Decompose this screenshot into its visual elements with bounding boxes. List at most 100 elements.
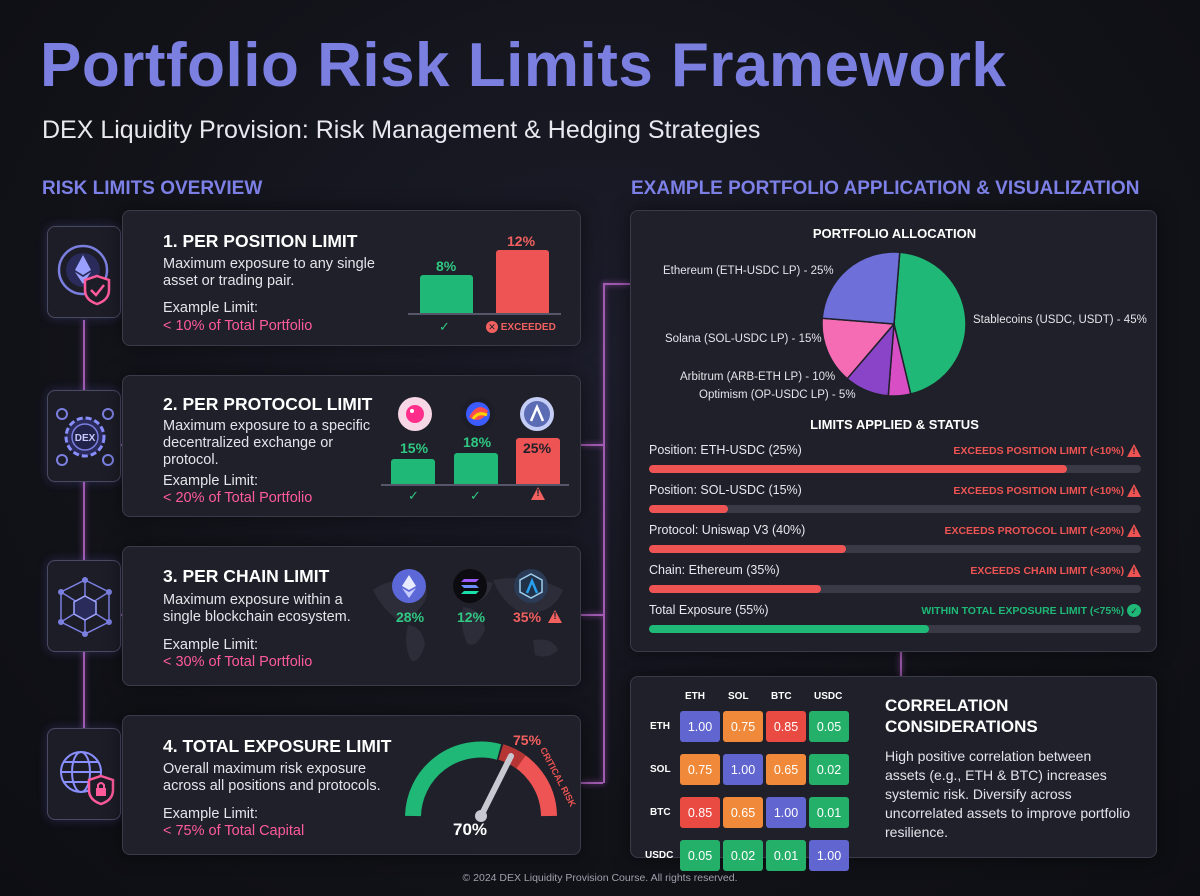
connector-r4 [581, 782, 603, 784]
matrix-cell: 0.05 [809, 711, 849, 742]
matrix-cell: 0.01 [809, 797, 849, 828]
matrix-row-header: BTC [650, 807, 671, 818]
chain-value: 35% [513, 609, 542, 625]
correlation-title: CORRELATION CONSIDERATIONS [885, 695, 1038, 737]
status-label: Total Exposure (55%) [649, 603, 769, 617]
status-bar-track [649, 545, 1141, 553]
matrix-cell: 0.01 [766, 840, 806, 871]
exceeded-badge: ✕ EXCEEDED [486, 321, 556, 333]
status-bar-fill [649, 625, 930, 633]
correlation-panel: ETH ETH SOL SOL BTC BTC USDC USDC 1.00 0.75 0.85 0.… [630, 676, 1157, 871]
matrix-cell: 0.85 [680, 797, 720, 828]
correlation-title-line1: CORRELATION [885, 696, 1009, 715]
matrix-cell: 0.65 [766, 754, 806, 785]
bar-value: 18% [463, 434, 492, 450]
matrix-row-header: ETH [650, 721, 670, 732]
status-label: Protocol: Uniswap V3 (40%) [649, 523, 806, 537]
x-circle-icon: ✕ [486, 321, 498, 333]
chain-limit-example-label: Example Limit: [163, 637, 259, 653]
ethereum-logo-icon [392, 569, 426, 603]
status-text: EXCEEDS CHAIN LIMIT (<30%) ! [970, 564, 1141, 577]
bar-value: 8% [436, 258, 457, 274]
matrix-cell: 0.05 [680, 840, 720, 871]
status-text: EXCEEDS PROTOCOL LIMIT (<20%) ! [944, 524, 1141, 537]
pie-slice [821, 317, 896, 380]
chain-limit-card: 3. PER CHAIN LIMIT Maximum exposure with… [122, 546, 581, 686]
status-bar-fill [649, 505, 728, 513]
chain-limit-value: < 30% [163, 654, 205, 670]
arbitrum-logo-icon [514, 569, 548, 603]
total-limit-example: < 75% of Total Capital [163, 822, 304, 840]
matrix-col-header: BTC [771, 691, 792, 702]
warning-icon: ! [1127, 524, 1141, 537]
gauge-limit-label: 75% [513, 732, 542, 748]
connector-r3 [581, 614, 603, 616]
chain-limit-title: 3. PER CHAIN LIMIT [163, 566, 330, 586]
protocol-limit-suffix: of Total Portfolio [204, 490, 313, 506]
status-row: Total Exposure (55%) WITHIN TOTAL EXPOSUR… [649, 603, 1141, 635]
matrix-cell: 0.75 [680, 754, 720, 785]
chain-limit-suffix: of Total Portfolio [204, 654, 313, 670]
status-bar-fill [649, 545, 846, 553]
protocol-limit-card: 2. PER PROTOCOL LIMIT Maximum exposure t… [122, 375, 581, 517]
protocol-limit-title: 2. PER PROTOCOL LIMIT [163, 394, 373, 414]
svg-text:DEX: DEX [75, 433, 96, 444]
status-bar-track [649, 585, 1141, 593]
status-row: Position: SOL-USDC (15%) EXCEEDS POSITION… [649, 483, 1141, 515]
total-limit-title: 4. TOTAL EXPOSURE LIMIT [163, 736, 392, 756]
connector-r2 [581, 444, 603, 446]
total-limit-suffix: of Total Capital [204, 823, 305, 839]
check-icon: ✓ [470, 488, 481, 503]
status-bar-fill [649, 465, 1068, 473]
correlation-title-line2: CONSIDERATIONS [885, 717, 1038, 736]
matrix-cell: 1.00 [723, 754, 763, 785]
gauge-value: 70% [453, 820, 488, 839]
pie-label-ethereum: Ethereum (ETH-USDC LP) - 25% [663, 265, 834, 277]
total-limit-card: 4. TOTAL EXPOSURE LIMIT Overall maximum … [122, 715, 581, 855]
aave-logo-icon [520, 397, 554, 431]
status-message: EXCEEDS POSITION LIMIT (<10%) [953, 445, 1125, 457]
chain-limit-example: < 30% of Total Portfolio [163, 653, 312, 671]
total-limit-example-label: Example Limit: [163, 806, 259, 822]
status-bar-track [649, 465, 1141, 473]
warning-icon: ! [531, 487, 545, 500]
pie-label-stablecoins: Stablecoins (USDC, USDT) - 45% [973, 314, 1147, 326]
exceeded-label: EXCEEDED [500, 322, 556, 333]
protocol-bar-aave [516, 438, 560, 484]
position-limit-suffix: of Total Portfolio [204, 318, 313, 334]
position-limit-description: Maximum exposure to any single asset or … [163, 256, 375, 289]
matrix-cell: 0.02 [723, 840, 763, 871]
check-circle-icon: ✓ [1127, 604, 1141, 617]
matrix-cell: 1.00 [680, 711, 720, 742]
status-label: Position: SOL-USDC (15%) [649, 483, 802, 497]
connector-panel [900, 652, 902, 676]
check-icon: ✓ [408, 488, 419, 503]
status-text: WITHIN TOTAL EXPOSURE LIMIT (<75%) ✓ [921, 604, 1141, 617]
status-bar-fill [649, 585, 822, 593]
status-label: Position: ETH-USDC (25%) [649, 443, 802, 457]
bar-value: 12% [507, 233, 536, 249]
bar-baseline [408, 313, 561, 315]
status-row: Chain: Ethereum (35%) EXCEEDS CHAIN LIMIT… [649, 563, 1141, 595]
risk-limits-heading: RISK LIMITS OVERVIEW [42, 178, 263, 199]
exposure-gauge [405, 741, 557, 822]
connector-r-vertical [603, 283, 605, 783]
matrix-col-header: USDC [814, 691, 843, 702]
allocation-title: PORTFOLIO ALLOCATION [812, 226, 977, 241]
protocol-limit-example: < 20% of Total Portfolio [163, 489, 312, 507]
status-message: EXCEEDS POSITION LIMIT (<10%) [953, 485, 1125, 497]
position-limit-icon-box [47, 226, 121, 318]
bar-value: 15% [400, 440, 429, 456]
matrix-cell: 0.75 [723, 711, 763, 742]
status-message: EXCEEDS CHAIN LIMIT (<30%) [970, 565, 1125, 577]
bar-value: 25% [523, 440, 552, 456]
status-bar-track [649, 505, 1141, 513]
status-label: Chain: Ethereum (35%) [649, 563, 780, 577]
pie-slice [893, 251, 967, 395]
warning-icon: ! [1127, 564, 1141, 577]
position-bar-exceeded [496, 250, 549, 313]
position-bar-ok [420, 275, 473, 313]
curve-logo-icon [461, 397, 495, 431]
connector-r-top [603, 283, 630, 285]
position-limit-example: < 10% of Total Portfolio [163, 317, 312, 335]
